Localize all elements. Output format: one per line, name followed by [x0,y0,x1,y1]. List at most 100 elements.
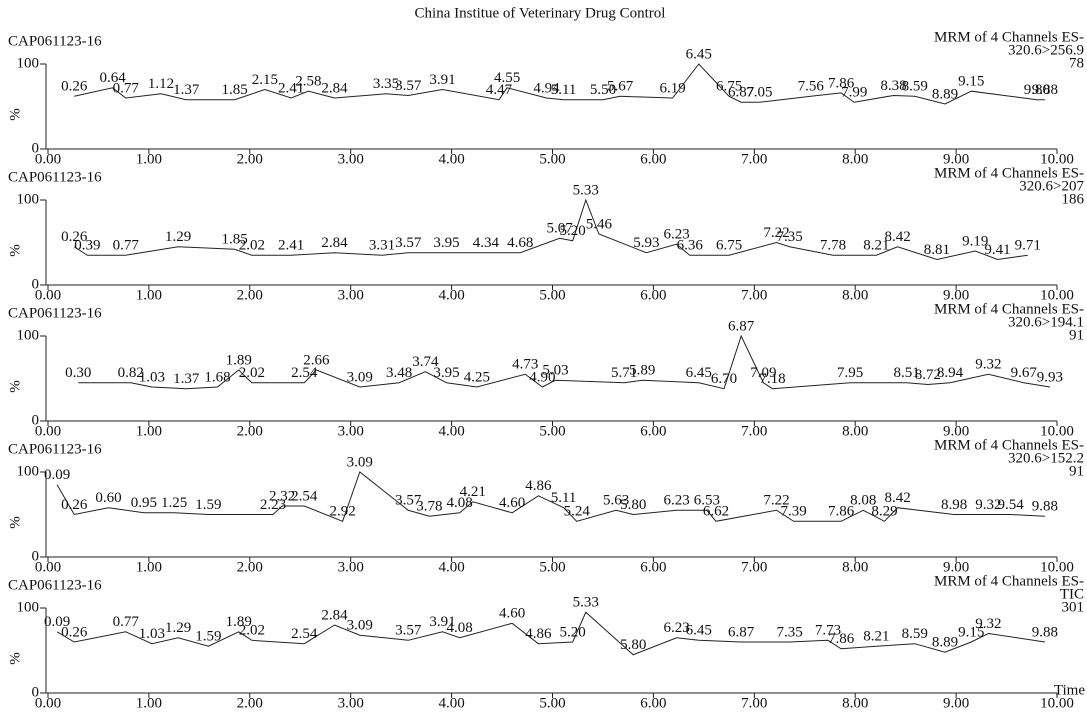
x-tick-label: 10.00 [1040,695,1074,711]
x-tick-label: 7.00 [741,695,767,711]
peak-label: 4.73 [512,357,538,373]
peak-label: 0.26 [61,229,88,245]
peak-label: 0.64 [99,70,126,86]
peak-label: 0.39 [74,238,100,254]
peak-label: 7.73 [815,623,841,639]
peak-label: 2.02 [239,238,265,254]
peak-label: 3.09 [347,618,373,634]
peak-label: 4.25 [464,369,490,385]
x-tick-label: 4.00 [438,559,464,575]
peak-label: 6.45 [686,365,712,381]
x-tick-label: 8.00 [842,559,868,575]
peak-label: 5.67 [607,79,634,95]
x-tick-label: 3.00 [338,695,364,711]
peak-label: 3.95 [433,235,459,251]
peak-label: 7.99 [841,85,867,101]
x-tick-label: 3.00 [338,559,364,575]
peak-label: 1.89 [226,614,252,630]
peak-label: 3.91 [429,72,455,88]
peak-label: 0.77 [113,614,140,630]
panel-subtitle: MRM of 4 Channels ES- [934,573,1084,589]
x-tick-label: 7.00 [741,151,767,167]
peak-label: 6.23 [663,493,689,509]
peak-label: 3.57 [395,78,422,94]
peak-label: 3.57 [395,623,422,639]
y-tick-label: 0 [32,140,40,156]
x-tick-label: 1.00 [136,559,162,575]
peak-label: 8.59 [902,626,928,642]
peak-label: 3.09 [347,454,373,470]
intensity: 301 [1062,599,1085,615]
peak-label: 6.70 [711,371,737,387]
peak-label: 2.84 [321,607,348,623]
peak-label: 5.11 [551,490,577,506]
peak-label: 2.02 [239,365,265,381]
trace [73,198,1028,261]
peak-label: 5.33 [573,595,599,611]
peak-label: 0.82 [118,365,144,381]
peak-label: 0.26 [61,624,88,640]
peak-label: 2.02 [239,623,265,639]
x-tick-label: 5.00 [539,559,565,575]
peak-label: 4.34 [473,235,500,251]
panel-title: CAP061123-16 [8,33,102,49]
peak-label: 4.47 [486,82,513,98]
trace [78,334,1051,390]
peak-label: 1.89 [226,352,252,368]
peak-label: 6.45 [686,623,712,639]
peak-label: 0.77 [113,80,140,96]
peak-label: 2.66 [303,352,330,368]
peak-label: 4.68 [507,235,533,251]
panel-title: CAP061123-16 [8,169,102,185]
x-tick-label: 1.00 [136,695,162,711]
x-tick-label: 4.00 [438,287,464,303]
peak-label: 0.77 [113,238,140,254]
peak-label: 3.57 [395,235,422,251]
peak-label: 4.60 [499,606,525,622]
peak-label: 9.41 [984,242,1010,258]
x-tick-label: 6.00 [640,151,666,167]
peak-label: 9.19 [962,233,988,249]
x-tick-label: 5.00 [539,695,565,711]
peak-label: 9.15 [958,624,984,640]
peak-label: 1.85 [222,232,248,248]
peak-label: 0.26 [61,497,88,513]
x-tick-label: 9.00 [943,423,969,439]
peak-label: 5.63 [603,493,629,509]
intensity: 91 [1069,327,1084,343]
x-tick-label: 2.00 [237,559,263,575]
x-tick-label: 9.00 [943,559,969,575]
peak-label: 4.94 [533,80,560,96]
peak-label: 2.32 [269,488,295,504]
peak-label: 2.58 [295,74,321,90]
x-tick-label: 4.00 [438,151,464,167]
x-tick-label: 1.00 [136,423,162,439]
y-tick-label: 0 [32,412,40,428]
x-tick-label: 7.00 [741,287,767,303]
peak-label: 3.35 [373,76,399,92]
y-tick-label: 0 [32,548,40,564]
x-tick-label: 9.00 [943,151,969,167]
peak-label: 8.89 [932,86,958,102]
peak-label: 7.22 [763,493,789,509]
y-tick-label: 100 [17,599,40,615]
x-tick-label: 0.00 [35,287,61,303]
peak-label: 8.08 [850,493,876,509]
y-axis-label: % [7,652,23,665]
peak-label: 2.41 [278,238,304,254]
peak-label: 1.03 [139,369,165,385]
peak-label: 6.87 [728,624,755,640]
y-axis-label: % [7,108,23,121]
peak-label: 8.51 [894,365,920,381]
peak-label: 9.71 [1015,238,1041,254]
peak-label: 6.87 [728,318,755,334]
x-tick-label: 9.00 [943,287,969,303]
peak-label: 2.23 [260,497,286,513]
peak-label: 7.35 [776,229,802,245]
peak-label: 7.35 [776,624,802,640]
peak-label: 8.89 [932,635,958,651]
peak-label: 5.20 [560,624,586,640]
peak-label: 9.67 [1011,365,1038,381]
